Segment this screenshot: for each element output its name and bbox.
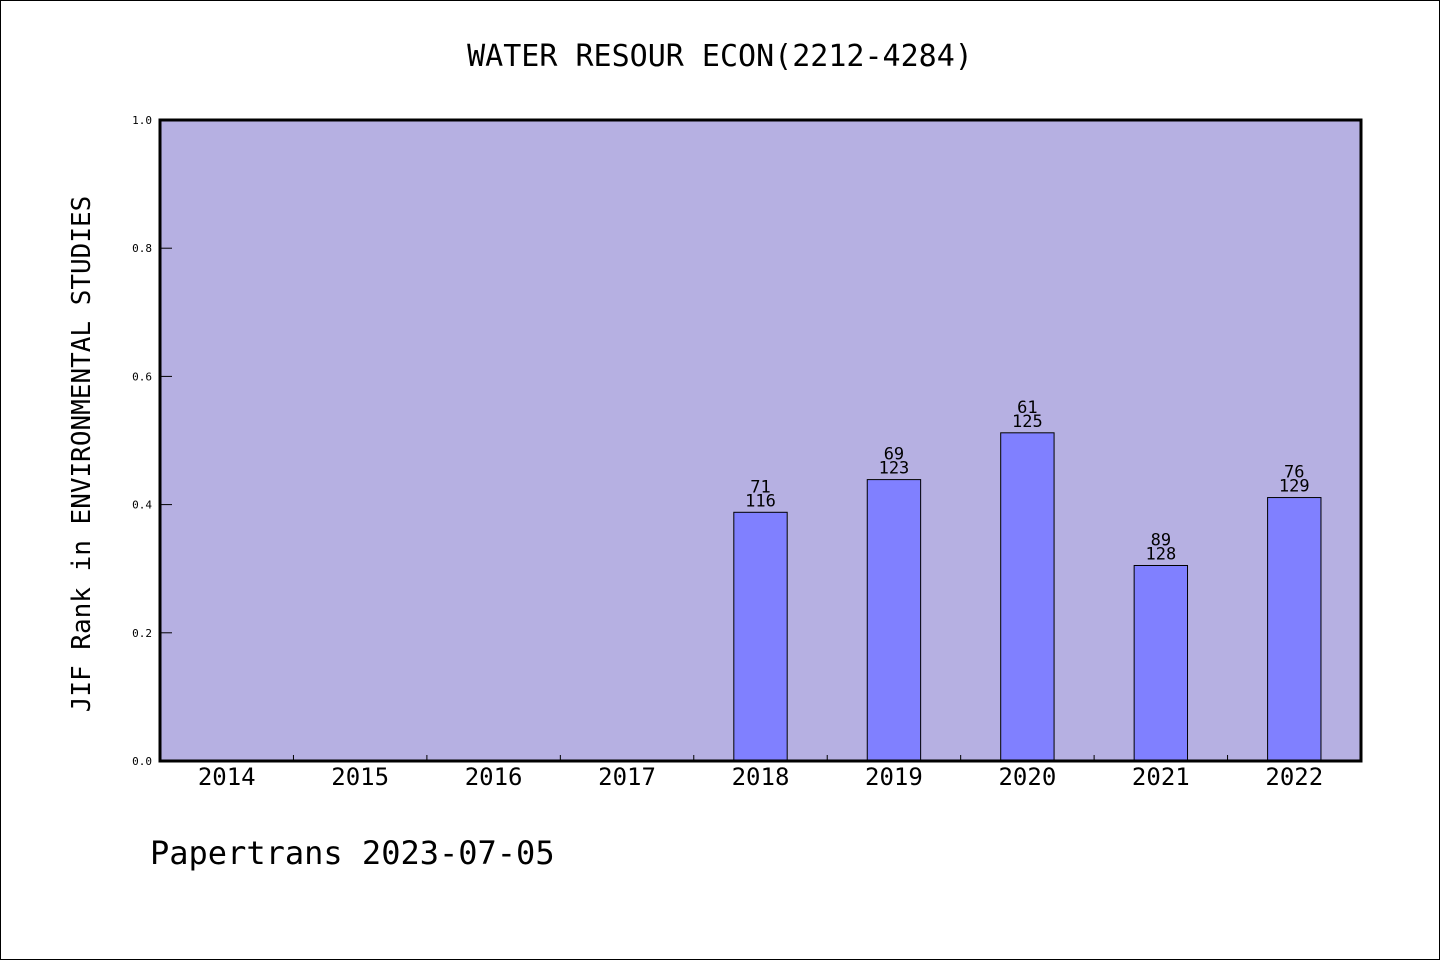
bar-rank-label: 89 — [1151, 530, 1171, 550]
x-tick-label: 2014 — [198, 763, 256, 791]
y-tick-label: 1.0 — [132, 114, 152, 127]
bar-rank-label: 69 — [884, 445, 904, 465]
x-tick-label: 2019 — [865, 763, 923, 791]
chart-title: WATER RESOUR ECON(2212-4284) — [467, 39, 973, 74]
y-tick-label: 0.6 — [132, 370, 152, 383]
x-tick-label: 2017 — [598, 763, 656, 791]
bar-total-label: 116 — [745, 491, 776, 511]
bar-total-label: 129 — [1279, 477, 1310, 497]
x-tick-label: 2020 — [998, 763, 1056, 791]
bar-total-label: 123 — [879, 459, 910, 479]
y-axis-label: JIF Rank in ENVIRONMENTAL STUDIES — [67, 196, 97, 713]
bar-rank-label: 76 — [1284, 463, 1304, 483]
y-tick-label: 0.0 — [132, 755, 152, 768]
bar-2022 — [1267, 497, 1322, 762]
bar-total-label: 125 — [1012, 412, 1043, 432]
x-tick-label: 2022 — [1265, 763, 1323, 791]
y-tick-label: 0.8 — [132, 242, 152, 255]
plot-border — [158, 118, 1363, 763]
x-tick-label: 2021 — [1132, 763, 1190, 791]
x-tick-label: 2016 — [465, 763, 523, 791]
bar-rank-label: 61 — [1017, 398, 1037, 418]
y-tick-label: 0.4 — [132, 499, 152, 512]
bar-2020 — [1000, 432, 1055, 762]
footer-credit: Papertrans 2023-07-05 — [150, 834, 555, 872]
bar-rank-label: 71 — [750, 477, 770, 497]
y-tick-label: 0.2 — [132, 627, 152, 640]
x-tick-label: 2018 — [732, 763, 790, 791]
bar-2018 — [733, 511, 788, 762]
bar-total-label: 128 — [1145, 544, 1176, 564]
bar-2021 — [1133, 564, 1189, 762]
y-axis-ticks: 0.0 0.2 0.4 0.6 0.8 1.0 — [132, 114, 172, 768]
bar-2019 — [866, 479, 922, 762]
x-tick-label: 2015 — [331, 763, 389, 791]
x-axis-ticks: 2014 2015 2016 2017 2018 2019 2020 2021 2022 — [198, 755, 1323, 791]
